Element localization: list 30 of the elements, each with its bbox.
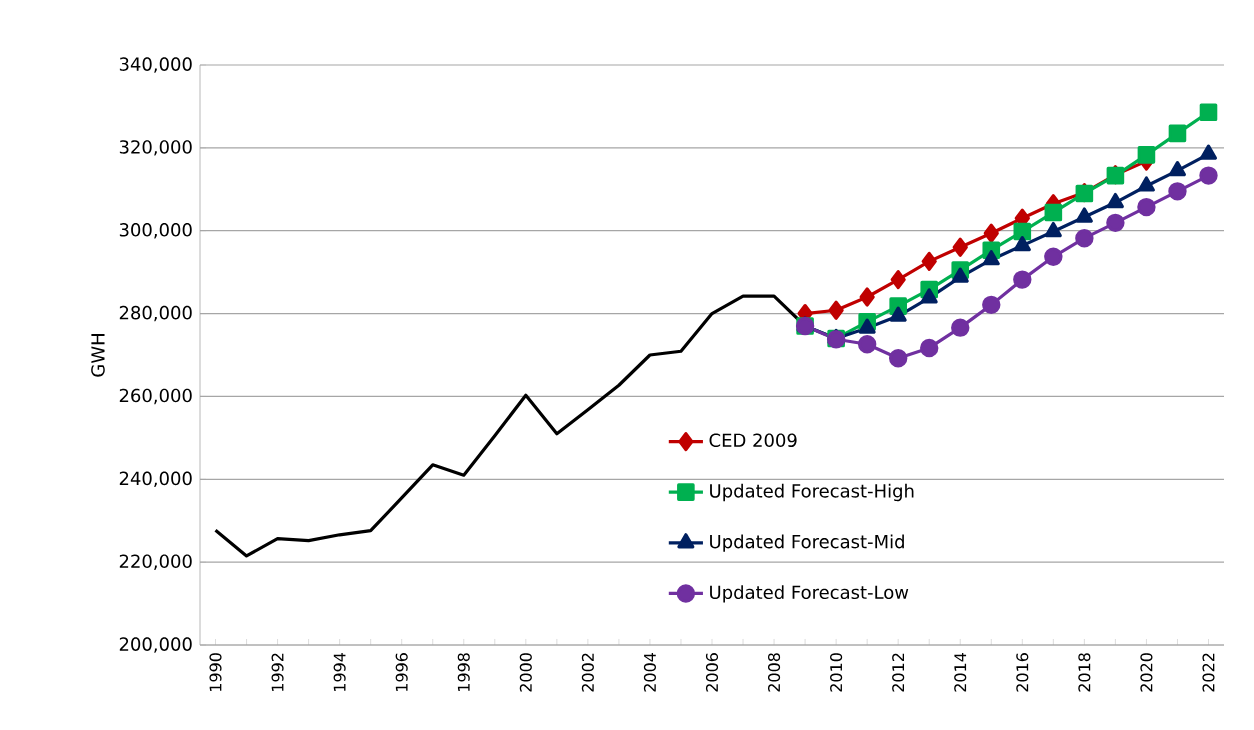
x-tick-label: 2020 [1140, 653, 1153, 692]
x-tick-label: 2018 [1078, 653, 1091, 692]
y-tick-label: 280,000 [119, 305, 192, 322]
x-tick-label: 1994 [333, 652, 346, 692]
x-tick-label: 2000 [519, 653, 532, 692]
y-tick-label: 220,000 [119, 554, 192, 570]
x-tick-label: 2012 [892, 653, 905, 692]
x-tick-label: 2006 [705, 653, 719, 692]
x-tick-label: 1992 [271, 653, 284, 692]
x-tick-label: 2010 [830, 653, 843, 692]
x-tick-label: 1998 [457, 653, 470, 692]
x-tick-label: 1996 [395, 653, 408, 692]
y-tick-label: 200,000 [119, 637, 192, 653]
y-axis-title: GWH [91, 334, 105, 377]
legend-label: CED 2009 [709, 433, 797, 448]
x-tick-label: 2022 [1202, 653, 1215, 692]
legend-label: Updated Forecast-Low [710, 585, 909, 603]
x-tick-label: 2008 [768, 653, 781, 692]
x-tick-label: 2014 [954, 652, 967, 692]
y-tick-label: 340,000 [119, 57, 192, 73]
x-tick-label: 2002 [581, 653, 594, 692]
x-tick-label: 1990 [209, 653, 222, 692]
legend-label: Updated Forecast-Mid [710, 534, 904, 552]
x-tick-label: 2016 [1016, 653, 1029, 692]
y-tick-label: 240,000 [119, 471, 192, 488]
y-tick-label: 260,000 [119, 388, 192, 405]
y-tick-label: 300,000 [119, 222, 192, 239]
x-tick-label: 2004 [643, 652, 656, 692]
y-tick-label: 320,000 [119, 140, 192, 156]
legend-label: Updated Forecast-High [710, 483, 914, 502]
